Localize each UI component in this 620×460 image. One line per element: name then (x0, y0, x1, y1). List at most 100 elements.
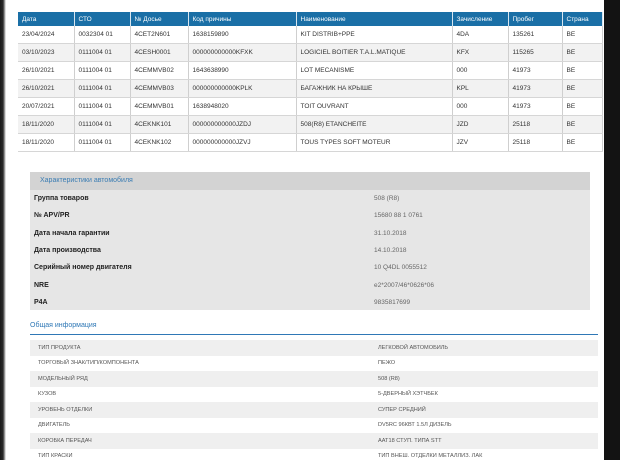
cell-name: TOUS TYPES SOFT MOTEUR (296, 133, 453, 152)
vehicle-characteristics-title: Характеристики автомобиля (30, 172, 590, 190)
general-info-title: Общая информация (30, 322, 598, 335)
col-header-name[interactable]: Наименование (296, 12, 453, 26)
characteristic-label: NRE (34, 281, 49, 289)
cell-name: 508(R8) ETANCHEITE (296, 115, 453, 134)
table-row[interactable]: 20/07/2021 0111004 01 4CEMMVB01 16389480… (18, 97, 603, 116)
cell-name: TOIT OUVRANT (296, 97, 453, 116)
vehicle-characteristics-panel: Характеристики автомобиля Группа товаров… (30, 172, 590, 310)
cell-sto: 0111004 01 (74, 133, 131, 152)
cell-sto: 0111004 01 (74, 115, 131, 134)
table-row[interactable]: 18/11/2020 0111004 01 4CEKNK102 00000000… (18, 133, 603, 152)
cell-dossier: 4CEMMVB02 (130, 61, 189, 80)
table-row[interactable]: 23/04/2024 0032304 01 4CET2N601 16381598… (18, 26, 603, 44)
cell-sto: 0111004 01 (74, 61, 131, 80)
general-info-label: КОРОБКА ПЕРЕДАЧ (38, 437, 92, 444)
characteristic-value: e2*2007/46*0626*06 (374, 281, 435, 289)
general-info-label: ДВИГАТЕЛЬ (38, 422, 70, 429)
characteristic-label: P4A (34, 298, 48, 306)
cell-name: LOGICIEL BOITIER T.A.L.MATIQUE (296, 43, 453, 62)
cell-mileage: 25118 (508, 115, 563, 134)
cell-dossier: 4CET2N601 (130, 26, 189, 44)
general-info-value: ПЕЖО (378, 360, 396, 367)
general-info-list: ТИП ПРОДУКТА ЛЕГКОВОЙ АВТОМОБИЛЬ ТОРГОВЫ… (30, 340, 598, 460)
cell-country: BE (562, 133, 603, 152)
general-info-value: 5-ДВЕРНЫЙ ХЭТЧБЕК (378, 391, 438, 398)
table-row[interactable]: 26/10/2021 0111004 01 4CEMMVB03 00000000… (18, 79, 603, 98)
general-info-row: ТИП КРАСКИ ТИП ВНЕШ. ОТДЕЛКИ МЕТАЛЛИЗ. Л… (30, 449, 598, 460)
characteristic-value: 9835817699 (374, 298, 411, 306)
characteristic-value: 15680 88 1 0761 (374, 212, 423, 220)
characteristic-label: Дата производства (34, 247, 101, 255)
cell-reason-code: 000000000000KFXK (188, 43, 297, 62)
characteristic-row: NRE e2*2007/46*0626*06 (30, 276, 590, 293)
cell-sto: 0032304 01 (74, 26, 131, 44)
cell-dossier: 4CEKNK102 (130, 133, 189, 152)
characteristic-row: P4A 9835817699 (30, 294, 590, 311)
general-info-label: ТОРГОВЫЙ ЗНАК/ТИП/КОМПОНЕНТА (38, 360, 139, 367)
cell-sto: 0111004 01 (74, 79, 131, 98)
cell-reason-code: 1638948020 (188, 97, 297, 116)
cell-country: BE (562, 43, 603, 62)
cell-mileage: 41973 (508, 79, 563, 98)
cell-name: KIT DISTRIB+PPE (296, 26, 453, 44)
cell-mileage: 135261 (508, 26, 563, 44)
general-info-label: МОДЕЛЬНЫЙ РЯД (38, 375, 88, 382)
general-info-row: КУЗОВ 5-ДВЕРНЫЙ ХЭТЧБЕК (30, 387, 598, 403)
characteristic-row: Группа товаров 508 (R8) (30, 190, 590, 207)
general-info-label: УРОВЕНЬ ОТДЕЛКИ (38, 406, 93, 413)
general-info-label: ТИП КРАСКИ (38, 453, 73, 460)
general-info-label: ТИП ПРОДУКТА (38, 344, 81, 351)
col-header-reason-code[interactable]: Код причины (188, 12, 297, 26)
col-header-date[interactable]: Дата (18, 12, 75, 26)
cell-mileage: 25118 (508, 133, 563, 152)
cell-mileage: 115265 (508, 43, 563, 62)
characteristic-value: 31.10.2018 (374, 229, 407, 237)
cell-name: LOT MECANISME (296, 61, 453, 80)
characteristic-row: № APV/PR 15680 88 1 0761 (30, 207, 590, 224)
cell-credit: 4DA (452, 26, 509, 44)
characteristic-label: Группа товаров (34, 195, 89, 203)
general-info-value: ЛЕГКОВОЙ АВТОМОБИЛЬ (378, 344, 449, 351)
characteristic-row: Дата начала гарантии 31.10.2018 (30, 225, 590, 242)
table-header-row: Дата СТО № Досье Код причины Наименовани… (18, 12, 603, 26)
service-history-table: Дата СТО № Досье Код причины Наименовани… (18, 12, 603, 152)
characteristic-label: № APV/PR (34, 212, 70, 220)
cell-sto: 0111004 01 (74, 43, 131, 62)
col-header-country[interactable]: Страна (562, 12, 603, 26)
general-info-row: ТИП ПРОДУКТА ЛЕГКОВОЙ АВТОМОБИЛЬ (30, 340, 598, 356)
table-row[interactable]: 03/10/2023 0111004 01 4CESH0001 00000000… (18, 43, 603, 62)
table-row[interactable]: 18/11/2020 0111004 01 4CEKNK101 00000000… (18, 115, 603, 134)
cell-dossier: 4CEMMVB03 (130, 79, 189, 98)
table-row[interactable]: 26/10/2021 0111004 01 4CEMMVB02 16436389… (18, 61, 603, 80)
cell-date: 03/10/2023 (18, 43, 75, 62)
cell-country: BE (562, 115, 603, 134)
cell-dossier: 4CEKNK101 (130, 115, 189, 134)
cell-country: BE (562, 97, 603, 116)
general-info-label: КУЗОВ (38, 391, 57, 398)
cell-mileage: 41973 (508, 61, 563, 80)
cell-name: БАГАЖНИК НА КРЫШЕ (296, 79, 453, 98)
characteristic-value: 508 (R8) (374, 195, 400, 203)
general-info-row: МОДЕЛЬНЫЙ РЯД 508 (R8) (30, 371, 598, 387)
characteristic-value: 14.10.2018 (374, 247, 407, 255)
vehicle-report-page: Дата СТО № Досье Код причины Наименовани… (8, 0, 604, 460)
cell-reason-code: 000000000000KPLK (188, 79, 297, 98)
col-header-mileage[interactable]: Пробег (508, 12, 563, 26)
cell-credit: 000 (452, 61, 509, 80)
cell-credit: JZD (452, 115, 509, 134)
col-header-dossier[interactable]: № Досье (130, 12, 189, 26)
cell-sto: 0111004 01 (74, 97, 131, 116)
cell-credit: KPL (452, 79, 509, 98)
cell-date: 26/10/2021 (18, 61, 75, 80)
col-header-credit[interactable]: Зачисление (452, 12, 509, 26)
cell-reason-code: 1643638990 (188, 61, 297, 80)
cell-credit: JZV (452, 133, 509, 152)
cell-dossier: 4CESH0001 (130, 43, 189, 62)
general-info-row: ТОРГОВЫЙ ЗНАК/ТИП/КОМПОНЕНТА ПЕЖО (30, 356, 598, 372)
cell-country: BE (562, 79, 603, 98)
col-header-sto[interactable]: СТО (74, 12, 131, 26)
general-info-value: СУПЕР СРЕДНИЙ (378, 406, 426, 413)
cell-date: 18/11/2020 (18, 133, 75, 152)
cell-date: 26/10/2021 (18, 79, 75, 98)
